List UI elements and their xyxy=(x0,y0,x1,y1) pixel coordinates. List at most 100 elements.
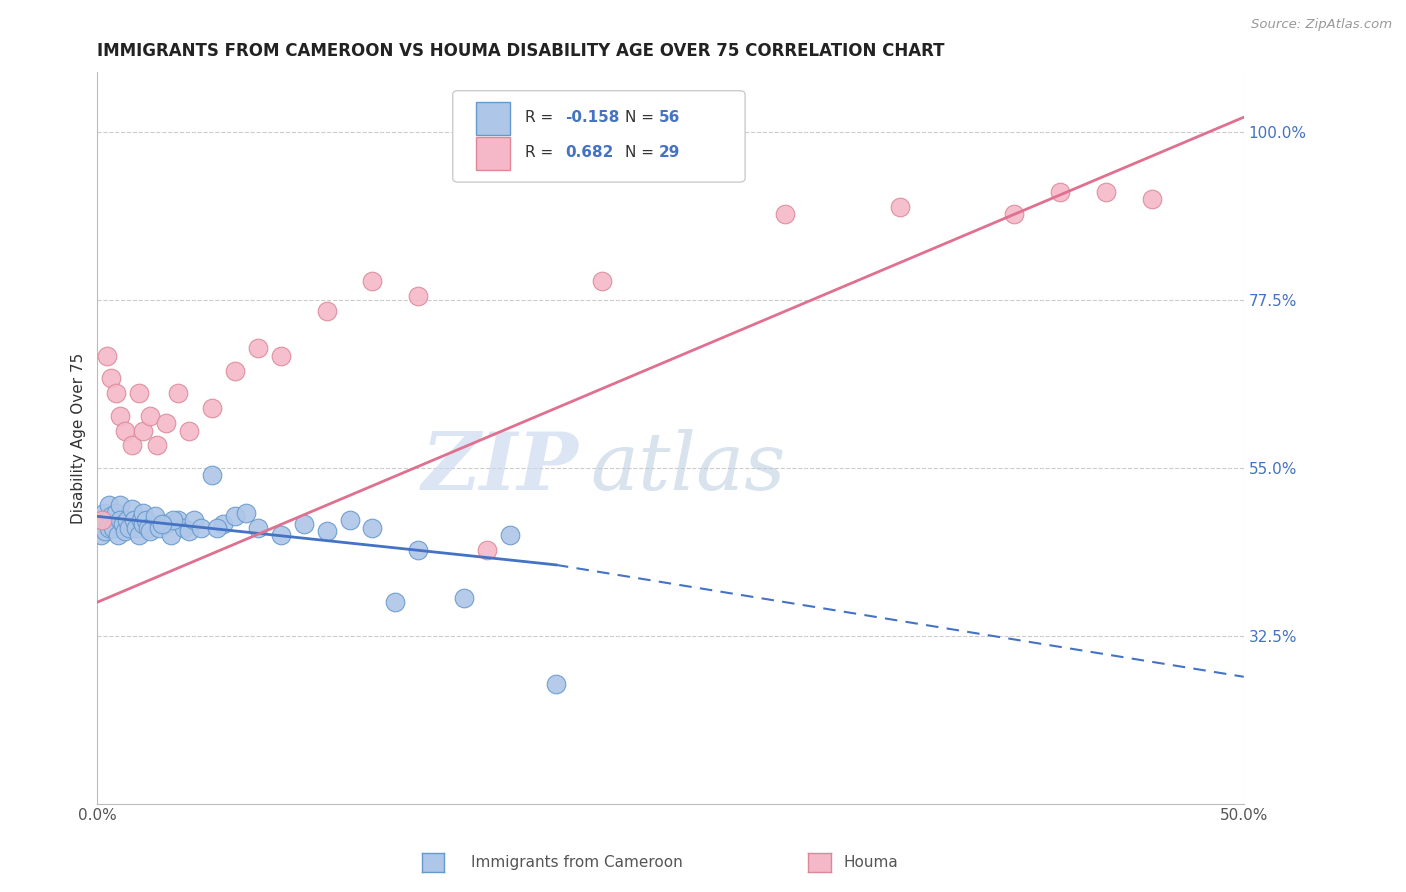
Text: ZIP: ZIP xyxy=(422,428,579,506)
Point xyxy=(132,424,155,438)
Point xyxy=(453,591,475,606)
Y-axis label: Disability Age Over 75: Disability Age Over 75 xyxy=(72,352,86,524)
FancyBboxPatch shape xyxy=(453,91,745,182)
Point xyxy=(110,409,132,423)
Point xyxy=(136,520,159,534)
Point xyxy=(224,364,246,378)
Point xyxy=(183,513,205,527)
Point xyxy=(128,386,150,401)
Point xyxy=(114,424,136,438)
Point xyxy=(224,509,246,524)
Point xyxy=(122,513,145,527)
Point xyxy=(190,520,212,534)
Point xyxy=(270,349,292,363)
Point xyxy=(162,513,184,527)
Point xyxy=(155,416,177,430)
Point xyxy=(201,468,224,483)
Point xyxy=(773,207,796,221)
Point xyxy=(100,371,122,385)
Point xyxy=(90,528,112,542)
Point xyxy=(212,516,235,531)
Point xyxy=(339,513,361,527)
Text: 56: 56 xyxy=(659,111,681,125)
Point xyxy=(132,516,155,531)
Text: Immigrants from Cameroon: Immigrants from Cameroon xyxy=(471,855,683,870)
Point xyxy=(150,516,173,531)
Text: 29: 29 xyxy=(659,145,681,161)
Point xyxy=(544,677,567,691)
Point xyxy=(129,513,152,527)
Text: N =: N = xyxy=(624,145,654,161)
Point xyxy=(246,520,269,534)
Point xyxy=(159,528,181,542)
FancyBboxPatch shape xyxy=(475,136,510,169)
Point xyxy=(155,516,177,531)
Point xyxy=(475,543,498,558)
Point xyxy=(104,386,127,401)
Text: R =: R = xyxy=(524,145,553,161)
Point xyxy=(246,342,269,356)
Point xyxy=(146,438,169,452)
Point xyxy=(96,513,118,527)
Text: 0.682: 0.682 xyxy=(565,145,613,161)
Point xyxy=(408,543,430,558)
Point xyxy=(889,200,911,214)
Point xyxy=(103,520,125,534)
Point xyxy=(361,274,384,288)
Point xyxy=(107,528,129,542)
Point xyxy=(91,513,114,527)
Point xyxy=(89,520,111,534)
Text: Houma: Houma xyxy=(844,855,898,870)
Point xyxy=(1004,207,1026,221)
Point xyxy=(100,509,122,524)
Text: atlas: atlas xyxy=(591,428,786,506)
Point xyxy=(361,520,384,534)
Point xyxy=(110,498,132,512)
Point xyxy=(93,506,115,520)
Point xyxy=(121,438,143,452)
Point xyxy=(97,498,120,512)
Point xyxy=(97,520,120,534)
Point xyxy=(177,524,200,539)
Point xyxy=(315,524,337,539)
Point xyxy=(114,524,136,539)
Point xyxy=(91,516,114,531)
Point xyxy=(111,516,134,531)
Point xyxy=(110,513,132,527)
Point xyxy=(91,513,114,527)
Point xyxy=(139,409,162,423)
Point xyxy=(292,516,315,531)
FancyBboxPatch shape xyxy=(475,102,510,135)
Point xyxy=(408,289,430,303)
Point xyxy=(118,520,141,534)
Point xyxy=(1095,185,1118,199)
Point xyxy=(96,349,118,363)
Point xyxy=(121,502,143,516)
Point xyxy=(270,528,292,542)
Point xyxy=(128,528,150,542)
Point xyxy=(173,520,195,534)
Point xyxy=(205,520,228,534)
Text: N =: N = xyxy=(624,111,654,125)
Point xyxy=(201,401,224,416)
Text: IMMIGRANTS FROM CAMEROON VS HOUMA DISABILITY AGE OVER 75 CORRELATION CHART: IMMIGRANTS FROM CAMEROON VS HOUMA DISABI… xyxy=(97,42,945,60)
Point xyxy=(235,506,257,520)
Point xyxy=(499,528,522,542)
Point xyxy=(139,524,162,539)
Point xyxy=(166,386,188,401)
Point xyxy=(143,509,166,524)
Point xyxy=(177,424,200,438)
Point xyxy=(125,520,148,534)
Point xyxy=(1049,185,1071,199)
Text: -0.158: -0.158 xyxy=(565,111,620,125)
Text: Source: ZipAtlas.com: Source: ZipAtlas.com xyxy=(1251,18,1392,31)
Point xyxy=(134,513,156,527)
Point xyxy=(115,513,138,527)
Point xyxy=(166,513,188,527)
Point xyxy=(132,506,155,520)
Point xyxy=(315,304,337,318)
Point xyxy=(384,595,406,609)
Point xyxy=(104,506,127,520)
Point xyxy=(94,524,117,539)
Text: R =: R = xyxy=(524,111,553,125)
